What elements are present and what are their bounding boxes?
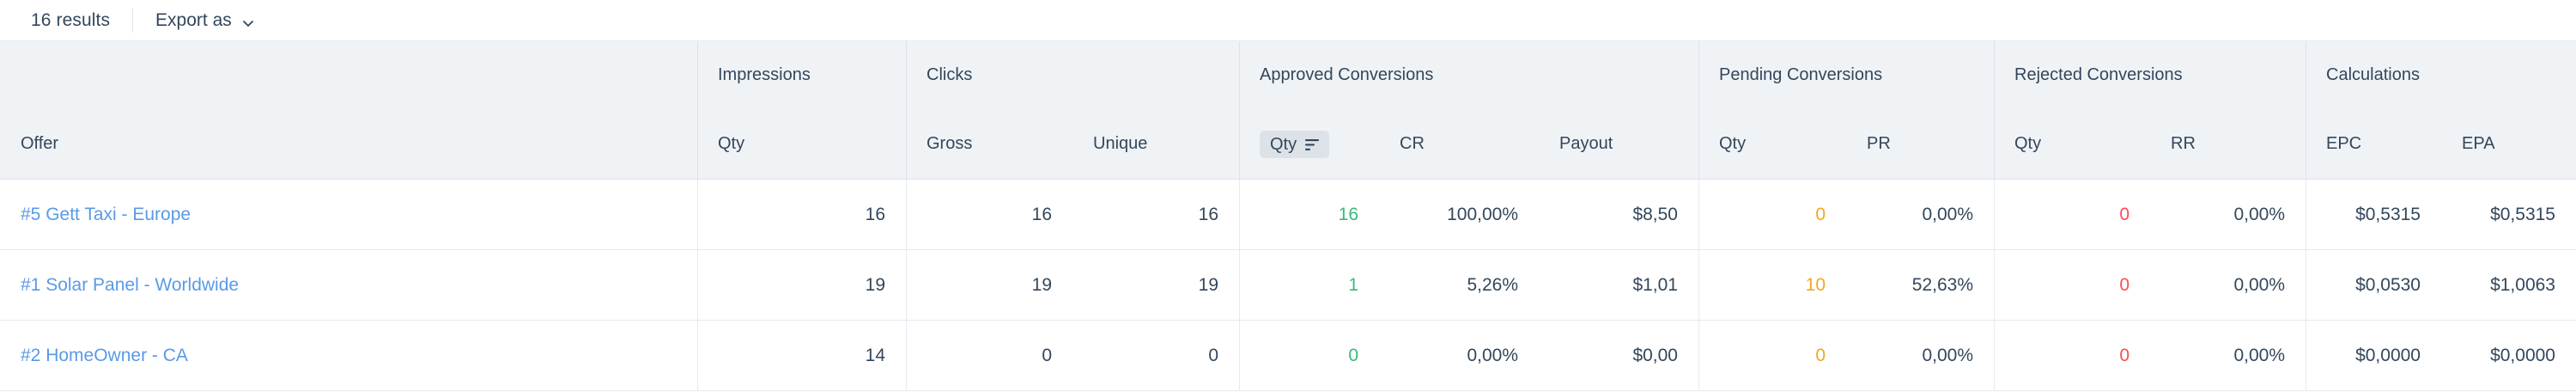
cell-impressions-qty: 19 [697,250,906,320]
cell-clicks-gross: 0 [906,321,1072,390]
cell-pending-pr: 0,00% [1922,204,1973,224]
offer-link[interactable]: #1 Solar Panel - Worldwide [21,274,240,295]
statistics-table: Impressions Clicks Approved Conversions … [0,40,2576,391]
cell-approved-payout: $8,50 [1632,204,1678,224]
cell-calc-epc: $0,0530 [2306,250,2441,320]
cell-clicks-gross: 19 [906,250,1072,320]
toolbar-divider [132,8,134,33]
cell-approved-payout: $1,01 [1632,274,1678,295]
column-header-offer[interactable]: Offer [21,134,59,153]
column-header-imp-qty[interactable]: Qty [697,109,906,179]
column-header-clicks-gross[interactable]: Gross [906,109,1072,179]
column-header-pending-qty[interactable]: Qty [1698,109,1846,179]
column-header-calc-epa[interactable]: EPA [2462,134,2495,153]
group-pending: Pending Conversions [1698,41,1994,109]
cell-approved-cr: 5,26% [1467,274,1518,295]
cell-approved-qty: 16 [1239,180,1379,249]
cell-approved-cr: 100,00% [1447,204,1518,224]
cell-pending-qty: 0 [1698,180,1846,249]
table-body: #5 Gett Taxi - Europe 16 16 16 16 100,00… [0,180,2576,391]
column-header-approved-qty[interactable]: Qty [1239,109,1379,179]
column-header-rejected-rr[interactable]: RR [2171,134,2196,153]
cell-approved-qty: 1 [1239,250,1379,320]
offer-link[interactable]: #5 Gett Taxi - Europe [21,204,191,224]
header-column-row: Offer Qty Gross Unique Qty CR Payou [0,109,2576,179]
table-row[interactable]: #2 HomeOwner - CA 14 0 0 0 0,00% $0,00 0… [0,321,2576,391]
cell-clicks-gross: 16 [906,180,1072,249]
cell-offer: #2 HomeOwner - CA [0,321,697,390]
group-rejected: Rejected Conversions [1994,41,2306,109]
cell-rejected-rr: 0,00% [2233,204,2285,224]
cell-clicks-unique: 0 [1208,345,1218,365]
group-calculations: Calculations [2306,41,2576,109]
cell-calc-epa: $1,0063 [2490,274,2555,295]
cell-rejected-qty: 0 [1994,250,2150,320]
cell-rejected-qty: 0 [1994,321,2150,390]
cell-calc-epa: $0,5315 [2490,204,2555,224]
table-row[interactable]: #5 Gett Taxi - Europe 16 16 16 16 100,00… [0,180,2576,250]
column-header-approved-qty-label: Qty [1270,134,1297,154]
cell-pending-qty: 10 [1698,250,1846,320]
cell-pending-pr: 0,00% [1922,345,1973,365]
column-header-pending-pr[interactable]: PR [1867,134,1891,153]
column-header-rejected-qty[interactable]: Qty [1994,109,2150,179]
cell-impressions-qty: 16 [697,180,906,249]
table-row[interactable]: #1 Solar Panel - Worldwide 19 19 19 1 5,… [0,250,2576,321]
table-header: Impressions Clicks Approved Conversions … [0,41,2576,180]
cell-rejected-rr: 0,00% [2233,274,2285,295]
cell-offer: #1 Solar Panel - Worldwide [0,250,697,320]
group-approved: Approved Conversions [1239,41,1698,109]
cell-clicks-unique: 16 [1198,204,1218,224]
cell-rejected-rr: 0,00% [2233,345,2285,365]
cell-rejected-qty: 0 [1994,180,2150,249]
offer-link[interactable]: #2 HomeOwner - CA [21,345,188,365]
column-header-calc-epc[interactable]: EPC [2306,109,2441,179]
cell-clicks-unique: 19 [1198,274,1218,295]
cell-offer: #5 Gett Taxi - Europe [0,180,697,249]
cell-calc-epc: $0,0000 [2306,321,2441,390]
group-offer [0,41,697,109]
cell-approved-qty: 0 [1239,321,1379,390]
cell-pending-qty: 0 [1698,321,1846,390]
cell-pending-pr: 52,63% [1911,274,1973,295]
header-group-row: Impressions Clicks Approved Conversions … [0,41,2576,109]
sort-descending-icon [1304,138,1320,150]
column-header-clicks-unique[interactable]: Unique [1093,134,1148,153]
export-as-button[interactable]: Export as [133,5,267,36]
results-count: 16 results [31,9,111,30]
cell-calc-epc: $0,5315 [2306,180,2441,249]
sort-chip-approved-qty[interactable]: Qty [1260,130,1330,158]
cell-impressions-qty: 14 [697,321,906,390]
export-as-label: Export as [155,9,232,30]
group-impressions: Impressions [697,41,906,109]
cell-approved-cr: 0,00% [1467,345,1518,365]
cell-calc-epa: $0,0000 [2490,345,2555,365]
results-toolbar: 16 results Export as [0,0,2576,40]
chevron-down-icon [241,15,255,28]
column-header-approved-payout[interactable]: Payout [1559,134,1613,153]
group-clicks: Clicks [906,41,1239,109]
column-header-approved-cr[interactable]: CR [1400,134,1425,153]
cell-approved-payout: $0,00 [1632,345,1678,365]
